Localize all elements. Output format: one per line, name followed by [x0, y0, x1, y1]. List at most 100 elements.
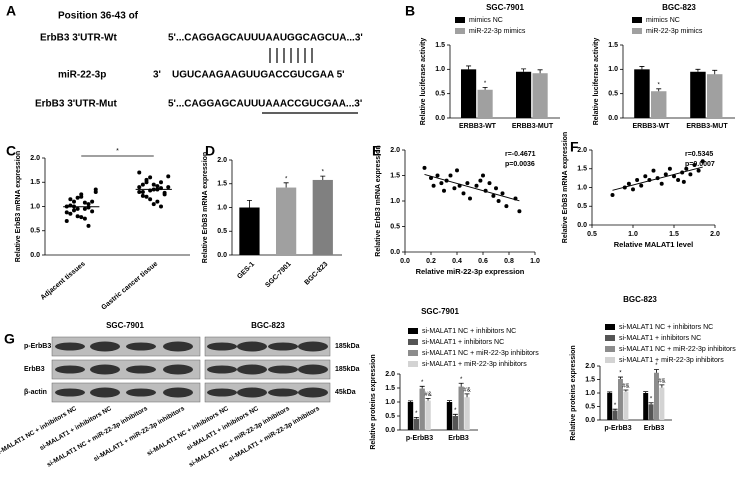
point [639, 183, 644, 188]
error-bar [419, 385, 425, 389]
x-tick-label: Gastric cancer tissue [100, 261, 159, 312]
y-tick-label: 0.5 [577, 203, 587, 210]
band [268, 388, 298, 397]
panel-label: B [405, 3, 415, 19]
point [700, 159, 705, 164]
x-tick-label: 2.0 [710, 231, 720, 238]
dot [155, 184, 160, 189]
band [90, 341, 120, 352]
significance: * [460, 377, 463, 383]
error-bar [452, 413, 458, 416]
x-axis-label: Relative miR-22-3p expression [416, 267, 525, 276]
point [478, 178, 483, 183]
y-tick-label: 0.5 [385, 413, 395, 420]
significance: * [322, 170, 325, 176]
point [435, 173, 440, 178]
error-bar [612, 408, 618, 411]
blot-strip [204, 336, 331, 357]
legend-label: si-MALAT1 NC + inhibitors NC [422, 328, 516, 335]
point [481, 173, 485, 178]
bar [654, 372, 659, 420]
error-bar [623, 389, 629, 392]
annotation: p=0.0007 [685, 161, 715, 168]
chart-title: SGC-7901 [421, 307, 459, 316]
x-tick-label: 0.8 [504, 258, 514, 265]
significance: #& [658, 378, 665, 384]
band [163, 387, 193, 398]
significance: * [454, 408, 457, 414]
x-tick-label: ERBB3-WT [633, 123, 671, 130]
bar [612, 410, 618, 420]
dot [79, 215, 84, 220]
point [474, 183, 479, 188]
point [513, 196, 518, 201]
point [681, 179, 686, 184]
point [442, 188, 446, 193]
point [692, 163, 697, 167]
x-tick-label: p-ErbB3 [406, 435, 433, 442]
point [651, 168, 656, 173]
annotation: p=0.0036 [505, 161, 535, 168]
y-axis-label: Relative luciferase activity [420, 38, 427, 126]
significance: * [285, 176, 288, 182]
dot [140, 193, 145, 198]
y-tick-label: 1.5 [608, 42, 618, 49]
bar [659, 387, 665, 420]
point [439, 181, 444, 186]
point [635, 178, 640, 182]
y-tick-label: 1.5 [390, 172, 400, 179]
error-bar [695, 68, 701, 72]
y-axis-label: Relative proteins expression [370, 354, 377, 449]
error-bar [283, 182, 289, 188]
y-tick-label: 2.0 [577, 147, 587, 154]
band [55, 365, 85, 374]
x-tick-label: ERBB3-MUT [686, 123, 728, 130]
legend-label: si-MALAT1 + miR-22-3p inhibitors [619, 357, 724, 364]
error-bar [446, 400, 452, 402]
seq: 5'...CAGGAGCAUUUAAUGGCAGCUA...3' [168, 33, 363, 44]
point [429, 176, 433, 181]
trend-line [424, 174, 520, 202]
blot: SGC-7901 BGC-823 p-ErbB3 ErbB3 β-actin 1… [24, 321, 360, 396]
panel-label: F [570, 139, 579, 155]
bar [425, 400, 431, 430]
y-tick-label: 2.0 [217, 157, 227, 164]
significance: * [655, 363, 658, 369]
band [126, 365, 156, 374]
chart-title: BGC-823 [623, 295, 657, 304]
legend-label: mimics NC [646, 17, 680, 24]
dot [93, 187, 98, 192]
point [696, 168, 701, 173]
point [455, 168, 459, 173]
band [237, 387, 267, 398]
error-bar [648, 402, 654, 405]
band [207, 365, 237, 374]
y-axis-label: Relative luciferase activity [593, 38, 600, 126]
y-tick-label: 1.5 [585, 376, 595, 383]
x-tick-label: 0.6 [478, 258, 488, 265]
point [444, 178, 449, 183]
bar [461, 69, 477, 118]
y-tick-label: 0.5 [217, 228, 227, 235]
band [207, 342, 237, 351]
y-tick-label: 1.0 [608, 66, 618, 73]
y-tick-label: 1.0 [385, 399, 395, 406]
point [659, 181, 664, 186]
band [163, 341, 193, 352]
dot [162, 190, 167, 195]
dot [82, 200, 87, 205]
x-tick-label: GES-1 [236, 261, 256, 281]
dot [72, 199, 76, 204]
legend-swatch [605, 346, 615, 352]
dot [90, 209, 95, 214]
chart-title: BGC-823 [662, 3, 696, 12]
dot [144, 180, 149, 185]
x-tick-label: 0.4 [452, 258, 462, 265]
y-tick-label: 0.0 [390, 249, 400, 256]
bar [276, 187, 297, 255]
error-bar [639, 66, 645, 70]
legend-swatch [605, 324, 615, 330]
legend-swatch [632, 28, 642, 34]
dot [166, 174, 171, 179]
bar [651, 91, 667, 118]
